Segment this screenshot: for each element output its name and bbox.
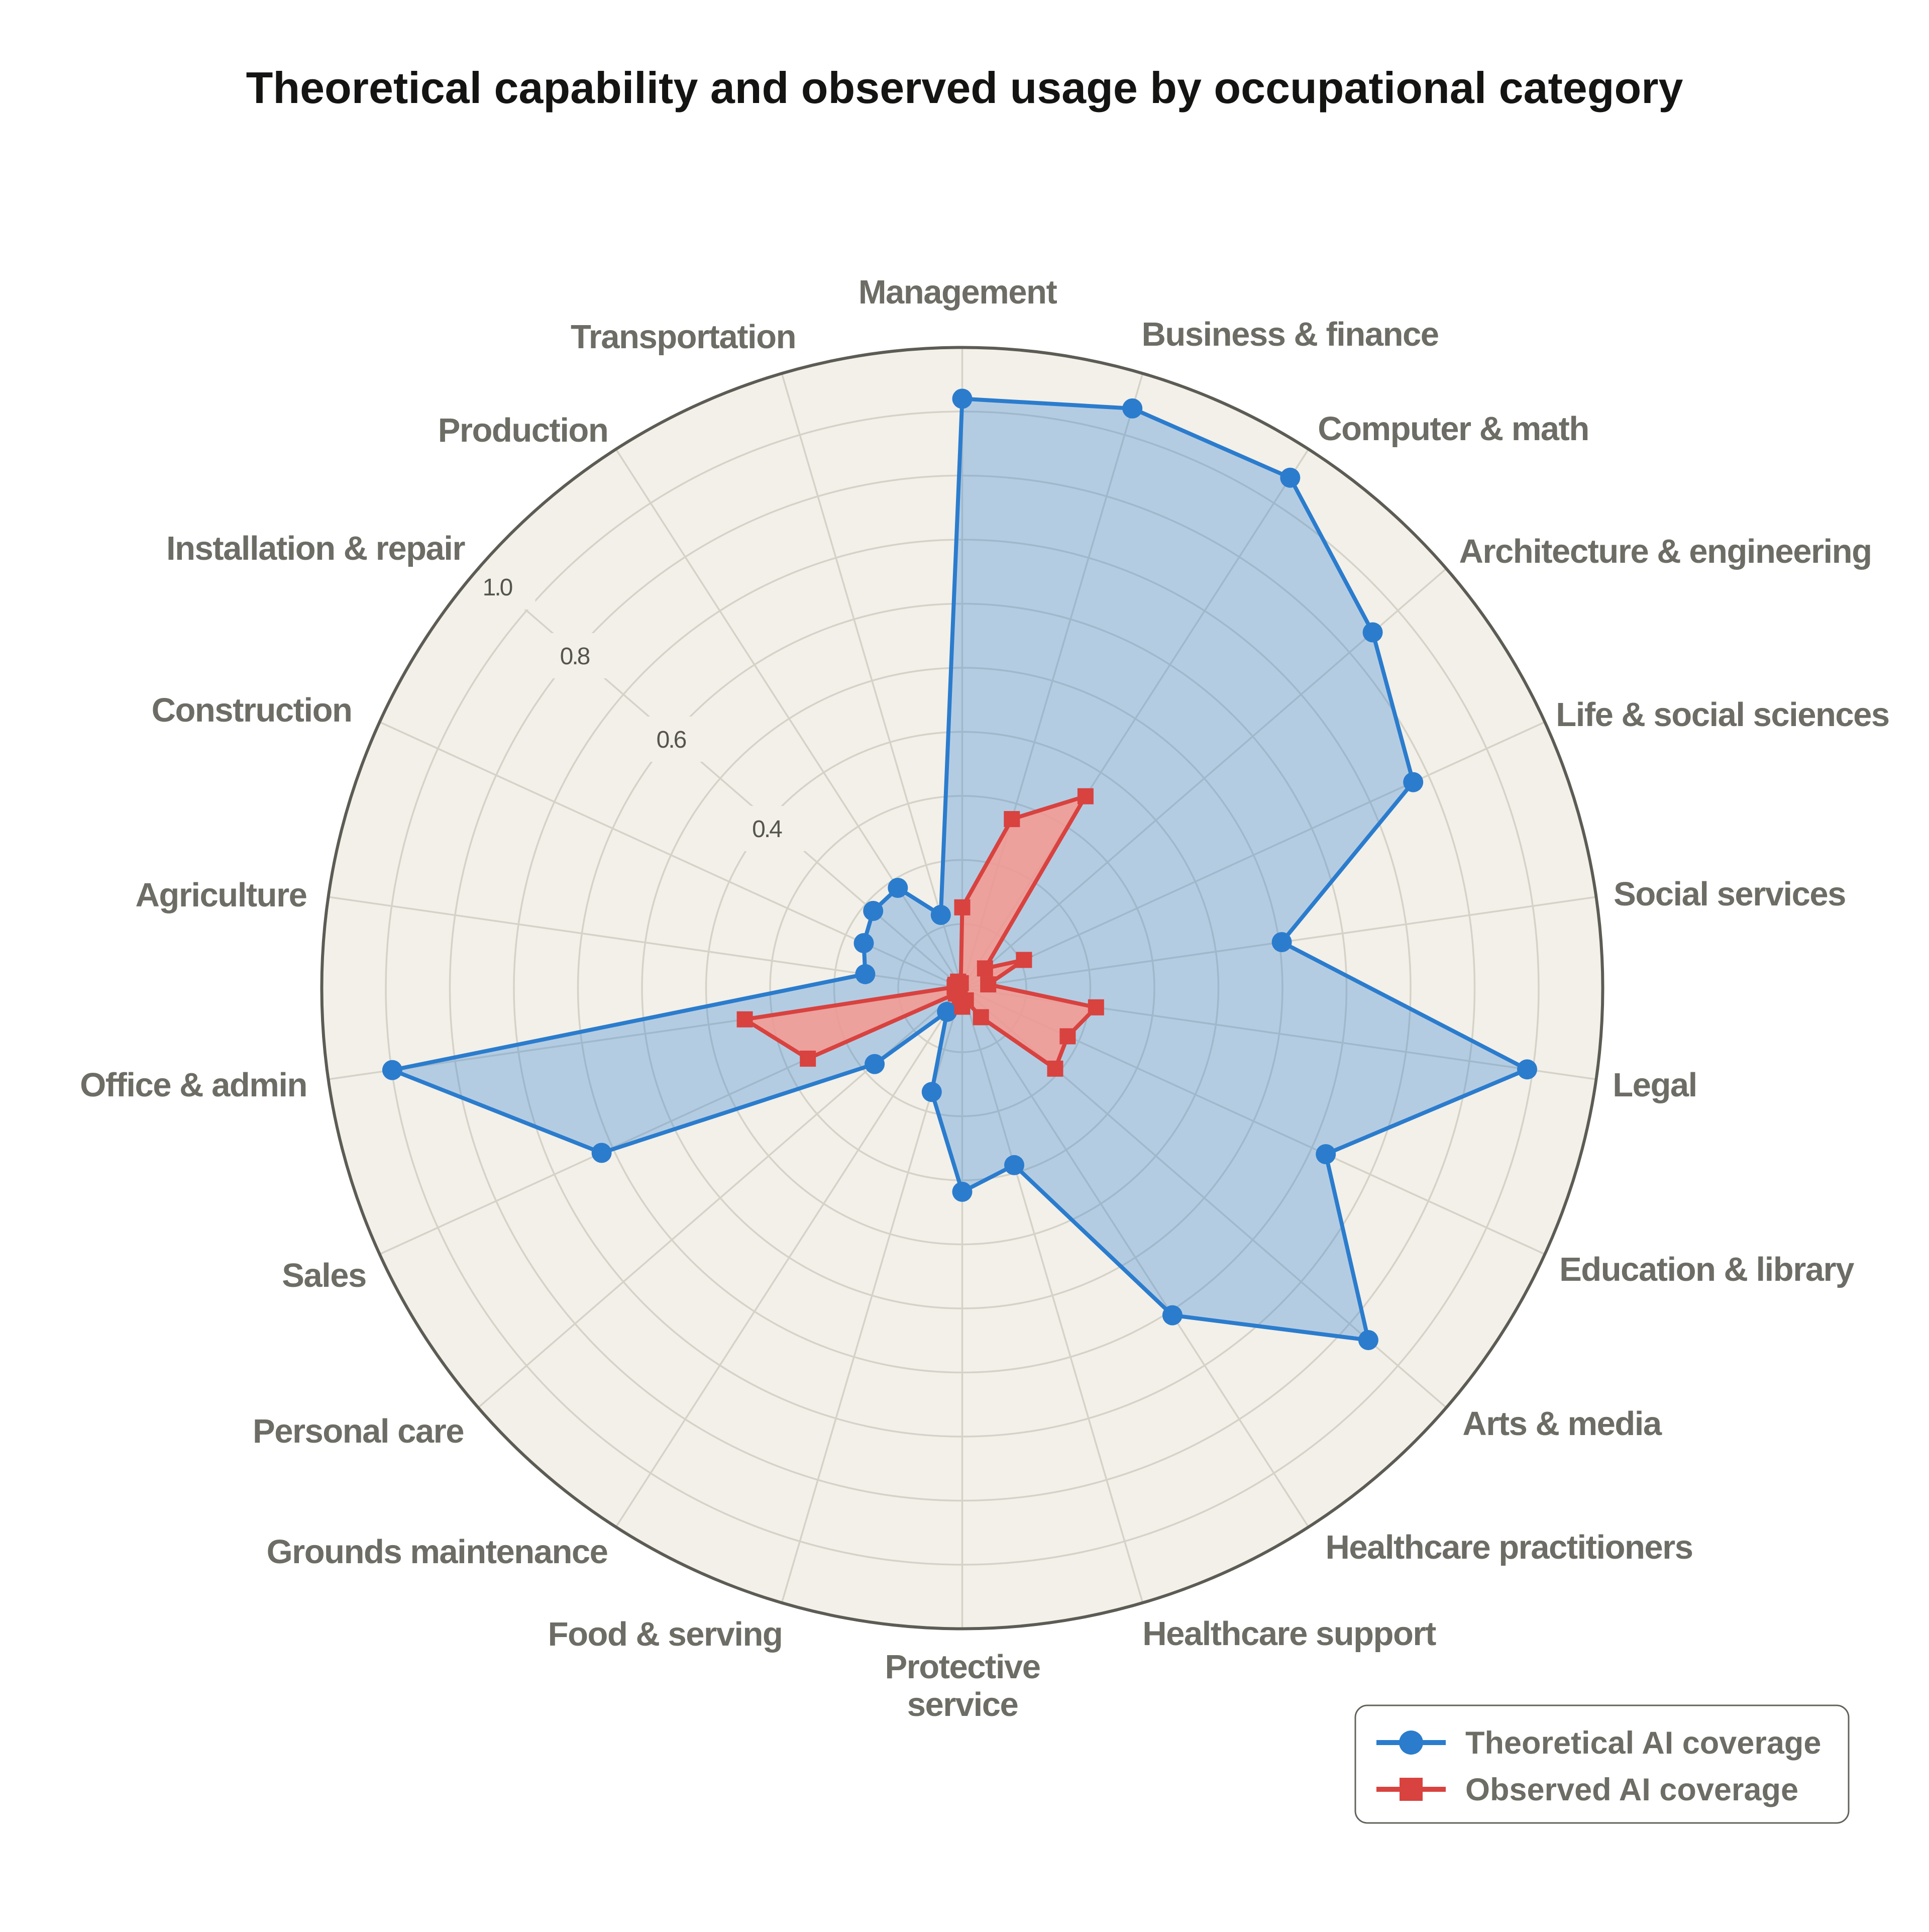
- svg-text:0.6: 0.6: [657, 727, 686, 753]
- svg-text:Healthcare practitioners: Healthcare practitioners: [1325, 1529, 1692, 1566]
- svg-text:Theoretical AI coverage: Theoretical AI coverage: [1465, 1725, 1821, 1761]
- svg-text:Food & serving: Food & serving: [548, 1615, 783, 1653]
- svg-text:Architecture & engineering: Architecture & engineering: [1459, 533, 1871, 570]
- svg-text:Transportation: Transportation: [571, 318, 796, 356]
- svg-text:Personal care: Personal care: [253, 1412, 464, 1450]
- svg-text:1.0: 1.0: [483, 574, 512, 601]
- svg-text:Production: Production: [438, 412, 608, 449]
- svg-text:Healthcare support: Healthcare support: [1142, 1615, 1436, 1653]
- svg-text:Education & library: Education & library: [1559, 1251, 1854, 1288]
- svg-text:Social services: Social services: [1614, 875, 1846, 913]
- svg-text:0.4: 0.4: [752, 816, 782, 843]
- svg-text:Office & admin: Office & admin: [80, 1066, 307, 1104]
- svg-text:Computer & math: Computer & math: [1318, 410, 1589, 448]
- svg-text:Grounds maintenance: Grounds maintenance: [267, 1533, 608, 1571]
- svg-text:Sales: Sales: [282, 1257, 366, 1294]
- svg-text:Observed AI coverage: Observed AI coverage: [1465, 1772, 1798, 1807]
- svg-text:Life & social sciences: Life & social sciences: [1556, 696, 1889, 734]
- svg-text:Arts & media: Arts & media: [1462, 1405, 1662, 1443]
- svg-text:Business & finance: Business & finance: [1141, 316, 1438, 353]
- svg-text:Agriculture: Agriculture: [136, 876, 307, 914]
- svg-text:Management: Management: [859, 273, 1057, 311]
- svg-text:Construction: Construction: [152, 691, 352, 729]
- svg-text:Legal: Legal: [1613, 1066, 1697, 1104]
- svg-text:Theoretical capability and obs: Theoretical capability and observed usag…: [246, 63, 1683, 113]
- svg-text:Installation & repair: Installation & repair: [166, 530, 465, 567]
- svg-text:0.8: 0.8: [560, 643, 590, 670]
